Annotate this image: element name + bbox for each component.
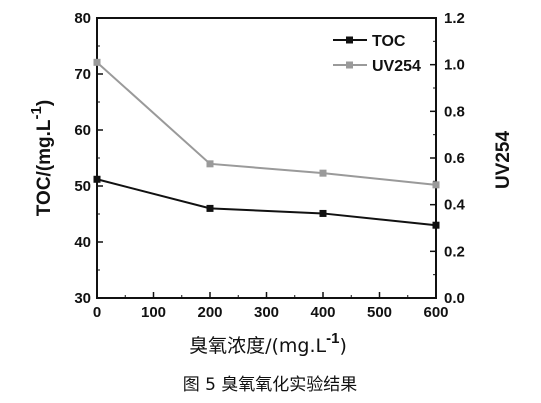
y-left-tick-label: 60 [74, 122, 91, 139]
data-point-uv254 [206, 160, 214, 168]
data-point-toc [432, 221, 440, 229]
data-point-toc [206, 204, 214, 212]
y-left-tick-label: 70 [74, 66, 91, 83]
y-left-axis-label-suffix: ) [34, 100, 55, 106]
y-left-axis-label-sup: -1 [28, 106, 45, 119]
y-left-tick-label: 40 [74, 234, 91, 251]
x-tick-label: 500 [367, 304, 392, 321]
y-right-tick-label: 1.0 [444, 57, 465, 74]
y-left-tick-label: 80 [74, 10, 91, 27]
legend-marker-toc [346, 36, 353, 44]
x-tick-label: 600 [423, 304, 448, 321]
data-point-uv254 [93, 58, 101, 66]
y-right-tick-label: 0.8 [444, 103, 465, 120]
figure-caption: 图 5 臭氧氧化实验结果 [183, 375, 358, 395]
y-right-axis-label: UV254 [493, 131, 514, 190]
y-left-axis-label-prefix: TOC/(mg.L [34, 119, 55, 216]
x-tick-label: 200 [197, 304, 222, 321]
legend-label-toc: TOC [372, 33, 406, 50]
y-left-tick-label: 30 [74, 290, 91, 307]
x-axis-label: 臭氧浓度/(mg.L-1) [189, 330, 347, 357]
x-axis-label-sup: -1 [326, 330, 339, 347]
legend-label-uv254: UV254 [372, 58, 421, 75]
x-tick-label: 400 [310, 304, 335, 321]
x-tick-label: 100 [141, 304, 166, 321]
data-point-toc [93, 175, 101, 183]
y-right-tick-label: 0.2 [444, 243, 465, 260]
x-axis-label-prefix: 臭氧浓度/(mg.L [189, 335, 326, 357]
x-axis-label-suffix: ) [339, 335, 346, 357]
series-line-uv254 [96, 61, 437, 186]
y-left-axis-label: TOC/(mg.L-1) [28, 100, 55, 216]
y-left-tick-label: 50 [74, 178, 91, 195]
series-layer [93, 58, 440, 229]
y-right-tick-label: 0.0 [444, 290, 465, 307]
data-point-uv254 [319, 169, 327, 177]
series-line-toc [96, 178, 437, 227]
y-right-tick-label: 0.4 [444, 197, 466, 214]
axes: 0 100 200 300 400 500 600 30 40 50 60 70 80 0.0 0.2 0.4… [74, 10, 465, 321]
data-point-toc [319, 209, 327, 217]
y-right-tick-label: 1.2 [444, 10, 465, 27]
legend-marker-uv254 [346, 61, 353, 69]
axis-labels: 臭氧浓度/(mg.L-1)TOC/(mg.L-1)UV254 [28, 100, 514, 357]
x-tick-label: 300 [254, 304, 279, 321]
data-point-uv254 [432, 181, 440, 189]
legend: TOC UV254 [333, 33, 421, 75]
y-right-tick-label: 0.6 [444, 150, 465, 167]
x-tick-label: 0 [93, 304, 101, 321]
